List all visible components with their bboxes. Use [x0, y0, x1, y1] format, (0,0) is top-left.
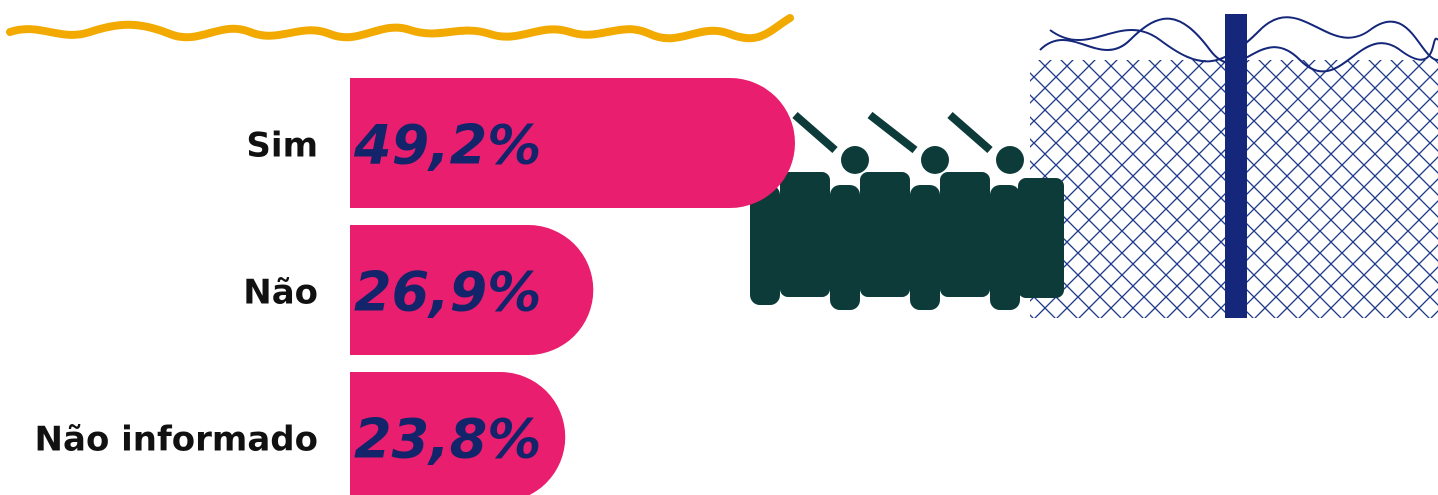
category-label: Não [243, 273, 318, 313]
chart: Sim 49,2% Não 26,9% Não informado 23,8% [0, 0, 1438, 495]
value-label: 23,8% [354, 408, 541, 471]
fence-illustration [1030, 14, 1438, 318]
value-label: 49,2% [353, 114, 541, 177]
value-label: 26,9% [354, 261, 541, 324]
category-label: Não informado [35, 420, 318, 460]
wavy-decoration [10, 18, 790, 38]
category-label: Sim [246, 126, 318, 166]
